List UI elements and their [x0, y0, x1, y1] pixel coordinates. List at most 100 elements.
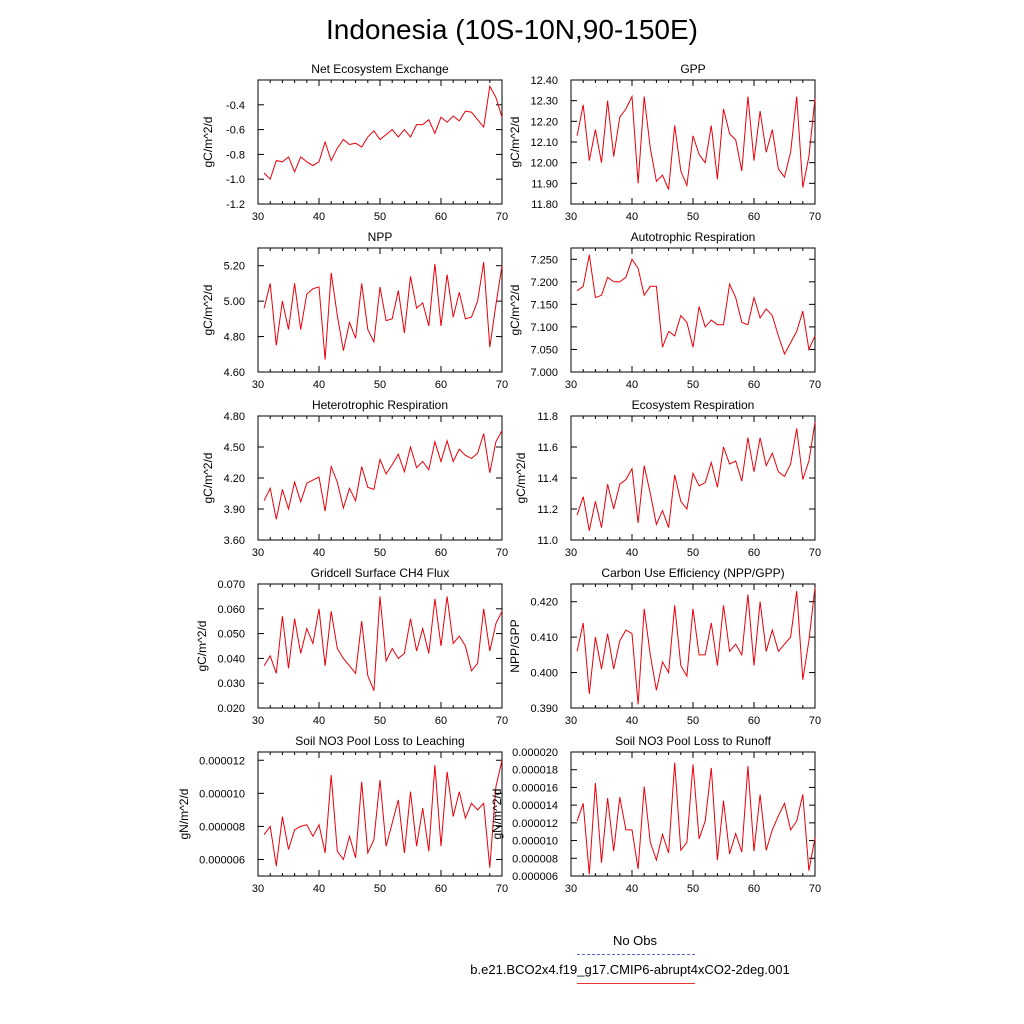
- y-axis-label: gC/m^2/d: [201, 285, 215, 336]
- y-tick-label: 0.000012: [199, 755, 245, 767]
- x-tick-label: 60: [435, 379, 447, 391]
- plot-frame: [570, 79, 816, 205]
- legend-case-line: [577, 983, 695, 984]
- y-tick-label: 12.10: [530, 137, 558, 149]
- y-axis-label: gN/m^2/d: [177, 789, 191, 840]
- x-tick-label: 70: [809, 211, 821, 223]
- x-tick-label: 70: [496, 547, 508, 559]
- x-tick-label: 40: [313, 715, 325, 727]
- x-tick-label: 40: [313, 547, 325, 559]
- chart-panel-4: Heterotrophic Respiration 30 40 50 60 70 3.60 3…: [201, 398, 508, 559]
- legend-obs-line: [577, 954, 695, 955]
- chart-panel-2: NPP 30 40 50 60 70 4.60 4.80 5.00 5.20 gC/m^2/d: [201, 230, 508, 391]
- x-tick-label: 40: [313, 211, 325, 223]
- y-tick-label: 5.00: [224, 296, 245, 308]
- panel-title: Soil NO3 Pool Loss to Runoff: [615, 734, 772, 748]
- y-axis-label: gC/m^2/d: [201, 453, 215, 504]
- y-tick-label: 0.000006: [199, 854, 245, 866]
- y-tick-label: 11.2: [537, 504, 558, 516]
- y-tick-label: 11.4: [537, 473, 558, 485]
- y-tick-label: 12.00: [530, 158, 558, 170]
- y-tick-label: 0.000008: [512, 853, 558, 865]
- x-tick-label: 30: [565, 883, 577, 895]
- x-tick-label: 60: [435, 547, 447, 559]
- chart-panel-6: Gridcell Surface CH4 Flux 30 40 50 60 70 0.020…: [195, 566, 508, 727]
- x-tick-label: 50: [687, 883, 699, 895]
- chart-panel-0: Net Ecosystem Exchange 30 40 50 60 70 -1.2 -1.0…: [201, 62, 508, 223]
- series-line: [576, 762, 816, 875]
- y-tick-label: 11.0: [537, 535, 558, 547]
- x-tick-label: 30: [565, 379, 577, 391]
- x-tick-label: 40: [626, 715, 638, 727]
- x-tick-label: 30: [252, 883, 264, 895]
- y-tick-label: -0.4: [226, 100, 245, 112]
- y-tick-label: 12.40: [530, 75, 558, 87]
- y-tick-label: 7.050: [530, 344, 558, 356]
- chart-panel-7: Carbon Use Efficiency (NPP/GPP) 30 40 50 60 7…: [508, 566, 821, 727]
- x-tick-label: 30: [565, 547, 577, 559]
- y-tick-label: 4.60: [224, 367, 245, 379]
- y-tick-label: 0.030: [217, 678, 245, 690]
- x-tick-label: 50: [687, 715, 699, 727]
- y-axis-label: gN/m^2/d: [490, 789, 504, 840]
- legend-obs-label: No Obs: [612, 933, 658, 948]
- chart-panel-9: Soil NO3 Pool Loss to Runoff 30 40 50 60 70 0.…: [490, 734, 821, 895]
- x-tick-label: 30: [252, 715, 264, 727]
- y-axis-label: gC/m^2/d: [201, 117, 215, 168]
- panel-title: Net Ecosystem Exchange: [311, 62, 449, 76]
- y-tick-label: 7.000: [530, 367, 558, 379]
- y-tick-label: 0.000010: [199, 788, 245, 800]
- x-tick-label: 50: [374, 883, 386, 895]
- x-tick-label: 50: [374, 715, 386, 727]
- panel-title: Autotrophic Respiration: [631, 230, 756, 244]
- y-axis-label: gC/m^2/d: [508, 285, 522, 336]
- x-tick-label: 70: [496, 211, 508, 223]
- y-axis-label: gC/m^2/d: [514, 453, 528, 504]
- x-tick-label: 30: [565, 211, 577, 223]
- y-tick-label: 12.20: [530, 116, 558, 128]
- y-tick-label: -0.8: [226, 149, 245, 161]
- x-tick-label: 50: [374, 211, 386, 223]
- y-tick-label: 7.150: [530, 299, 558, 311]
- y-tick-label: 0.020: [217, 703, 245, 715]
- y-tick-label: 3.90: [224, 504, 245, 516]
- chart-panel-3: Autotrophic Respiration 30 40 50 60 70 7.000 7.…: [508, 230, 821, 391]
- y-axis-label: gC/m^2/d: [195, 621, 209, 672]
- x-tick-label: 40: [626, 211, 638, 223]
- y-tick-label: 0.000010: [512, 836, 558, 848]
- panel-title: Gridcell Surface CH4 Flux: [311, 566, 450, 580]
- y-tick-label: 0.000018: [512, 765, 558, 777]
- x-tick-label: 40: [313, 379, 325, 391]
- x-tick-label: 60: [435, 715, 447, 727]
- y-tick-label: -1.2: [226, 199, 245, 211]
- series-line: [576, 587, 816, 705]
- series-line: [263, 262, 503, 360]
- y-tick-label: 0.410: [530, 632, 558, 644]
- y-axis-label: gC/m^2/d: [508, 117, 522, 168]
- x-tick-label: 60: [748, 547, 760, 559]
- y-tick-label: 4.80: [224, 411, 245, 423]
- y-tick-label: 0.000014: [512, 800, 558, 812]
- y-tick-label: 0.060: [217, 604, 245, 616]
- x-tick-label: 70: [496, 379, 508, 391]
- y-tick-label: 7.250: [530, 254, 558, 266]
- y-tick-label: 4.80: [224, 332, 245, 344]
- panel-title: Heterotrophic Respiration: [312, 398, 448, 412]
- y-tick-label: 3.60: [224, 535, 245, 547]
- y-tick-label: 0.000006: [512, 871, 558, 883]
- y-tick-label: 0.070: [217, 579, 245, 591]
- plot-frame: [570, 247, 816, 373]
- x-tick-label: 60: [435, 211, 447, 223]
- x-tick-label: 70: [809, 715, 821, 727]
- x-tick-label: 50: [687, 211, 699, 223]
- x-tick-label: 70: [496, 883, 508, 895]
- page-title: Indonesia (10S-10N,90-150E): [325, 14, 698, 45]
- series-line: [576, 254, 816, 356]
- y-tick-label: 12.30: [530, 96, 558, 108]
- series-line: [263, 84, 503, 181]
- x-tick-label: 50: [687, 547, 699, 559]
- y-tick-label: -0.6: [226, 125, 245, 137]
- x-tick-label: 60: [748, 715, 760, 727]
- x-tick-label: 70: [809, 883, 821, 895]
